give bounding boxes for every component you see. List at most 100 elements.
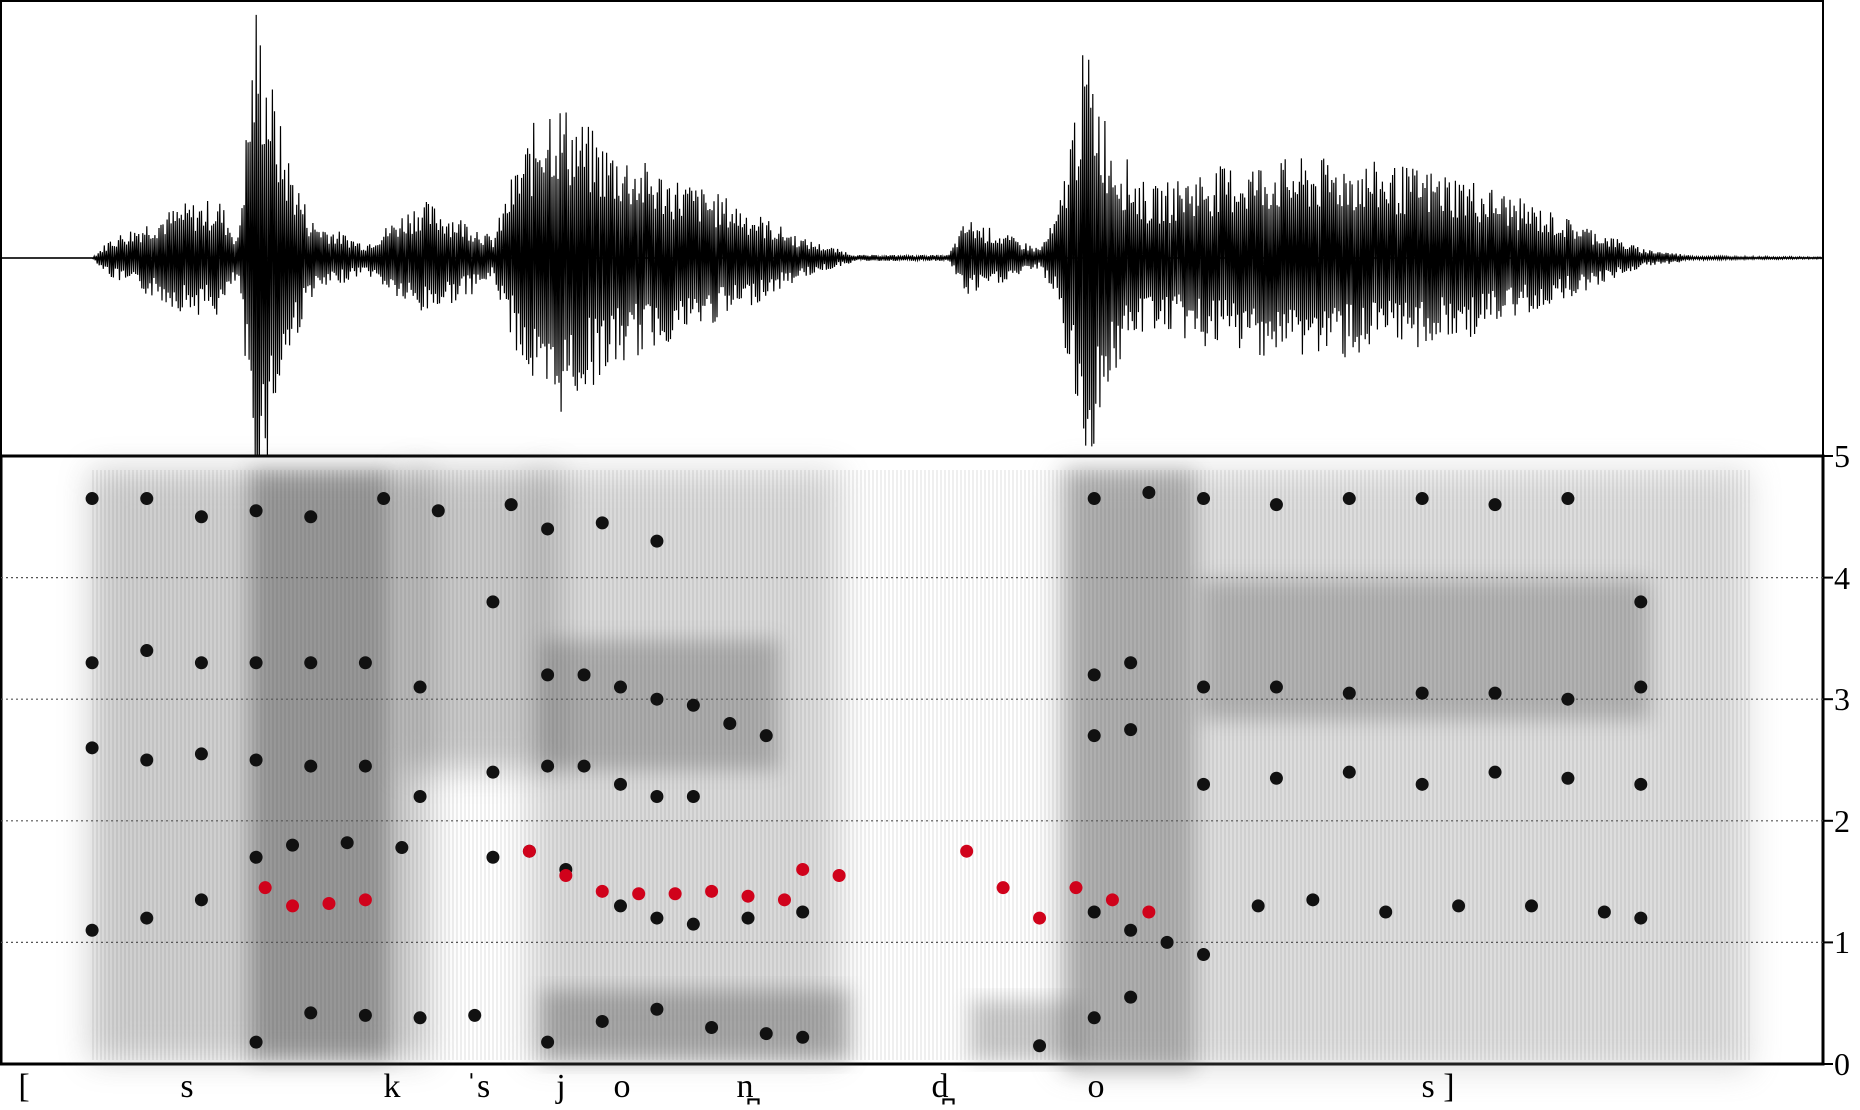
formant-track-points <box>85 485 1648 1053</box>
formant-point-f3-8 <box>541 668 555 682</box>
formant-point-f2-2 <box>194 893 208 907</box>
formant-point-f2-19 <box>1251 899 1265 913</box>
formant-point-f3-2 <box>194 747 208 761</box>
formant-point-f5-13 <box>1197 492 1211 506</box>
formant-point-f4-13 <box>1087 668 1101 682</box>
segment-o-second: o <box>1087 1068 1105 1105</box>
formant-point-f4-18 <box>1415 686 1429 700</box>
formant-point-f3-10 <box>613 680 627 694</box>
formant-point-f5-4 <box>304 510 318 524</box>
formant-point-f1-1 <box>304 1006 318 1020</box>
formant-point-f2-16 <box>1124 923 1138 937</box>
pitch-point-5 <box>559 869 573 883</box>
pitch-point-12 <box>796 862 810 876</box>
formant-point-f2-21 <box>1379 905 1393 919</box>
pitch-point-15 <box>996 881 1010 895</box>
formant-point-f2-24 <box>1597 905 1611 919</box>
formant-point-f5-11 <box>1087 492 1101 506</box>
pitch-point-18 <box>1105 893 1119 907</box>
formant-point-f1-3 <box>413 1011 427 1025</box>
formant-point-f1-10 <box>796 1030 810 1044</box>
formant-point-f4-14 <box>1124 656 1138 670</box>
y-tick-label-4: 4 <box>1834 559 1850 596</box>
segment-stressed-s: ˈs <box>465 1068 491 1105</box>
formant-point-f5-19 <box>1634 595 1648 609</box>
pitch-point-4 <box>522 844 536 858</box>
formant-point-f3-19 <box>1342 765 1356 779</box>
formant-point-f3-14 <box>759 729 773 743</box>
formant-point-f5-17 <box>1488 498 1502 512</box>
pitch-point-13 <box>832 869 846 883</box>
formant-point-f4-15 <box>1197 680 1211 694</box>
formant-point-f4-3 <box>249 656 263 670</box>
formant-point-f3-0 <box>85 741 99 755</box>
formant-point-f2-3 <box>249 850 263 864</box>
formant-point-f3-6 <box>413 789 427 803</box>
formant-point-f4-4 <box>304 656 318 670</box>
spectrogram-panel <box>0 454 1833 1070</box>
formant-point-f2-22 <box>1452 899 1466 913</box>
formant-point-f2-4 <box>286 838 300 852</box>
formant-point-f2-1 <box>140 911 154 925</box>
formant-point-f5-3 <box>249 504 263 518</box>
formant-point-f3-13 <box>723 717 737 731</box>
formant-point-f3-1 <box>140 753 154 767</box>
formant-point-f4-20 <box>1561 692 1575 706</box>
formant-point-f3-16 <box>1124 723 1138 737</box>
segment-open-bracket: [ <box>18 1068 30 1105</box>
formant-point-f1-11 <box>1033 1039 1047 1053</box>
formant-point-f5-14 <box>1269 498 1283 512</box>
pitch-point-2 <box>322 896 336 910</box>
segment-n-dental: n̪ <box>736 1068 754 1105</box>
formant-point-f2-17 <box>1160 935 1174 949</box>
formant-point-f1-7 <box>650 1002 664 1016</box>
formant-point-f1-4 <box>468 1008 482 1022</box>
formant-point-f3-3 <box>249 753 263 767</box>
formant-point-f4-1 <box>140 644 154 658</box>
formant-point-f5-15 <box>1342 492 1356 506</box>
formant-point-f2-25 <box>1634 911 1648 925</box>
formant-point-f3-21 <box>1488 765 1502 779</box>
segment-k: k <box>383 1068 401 1105</box>
formant-point-f3-17 <box>1197 777 1211 791</box>
formant-point-f2-14 <box>796 905 810 919</box>
formant-point-f2-12 <box>686 917 700 931</box>
formant-point-f3-22 <box>1561 771 1575 785</box>
formant-point-f3-18 <box>1269 771 1283 785</box>
formant-point-f4-5 <box>358 656 372 670</box>
pitch-point-8 <box>668 887 682 901</box>
formant-point-f2-15 <box>1087 905 1101 919</box>
formant-point-f4-7 <box>486 595 500 609</box>
formant-point-f4-10 <box>613 777 627 791</box>
formant-point-f5-7 <box>504 498 518 512</box>
formant-point-f1-5 <box>541 1035 555 1049</box>
formant-point-f3-4 <box>304 759 318 773</box>
formant-point-f2-20 <box>1306 893 1320 907</box>
segment-s-close-bracket: s ] <box>1421 1068 1455 1105</box>
formant-point-f5-12 <box>1142 485 1156 499</box>
formant-point-f2-6 <box>395 841 409 855</box>
formant-point-f3-5 <box>358 759 372 773</box>
formant-point-f5-6 <box>431 504 445 518</box>
formant-point-f5-18 <box>1561 492 1575 506</box>
formant-point-f4-0 <box>85 656 99 670</box>
formant-point-f3-15 <box>1087 729 1101 743</box>
formant-point-f4-6 <box>413 680 427 694</box>
waveform-trace <box>1 14 1824 505</box>
segment-j: j <box>556 1068 566 1105</box>
formant-point-f3-20 <box>1415 777 1429 791</box>
formant-point-f2-11 <box>650 911 664 925</box>
pitch-point-0 <box>258 881 272 895</box>
formant-point-f1-13 <box>1124 990 1138 1004</box>
formant-point-f2-10 <box>613 899 627 913</box>
pitch-point-9 <box>705 884 719 898</box>
formant-point-f5-0 <box>85 492 99 506</box>
formant-point-f3-23 <box>1634 777 1648 791</box>
pitch-point-10 <box>741 889 755 903</box>
pitch-point-11 <box>777 893 791 907</box>
waveform-panel <box>0 0 1824 505</box>
frequency-gridlines <box>1 576 1823 944</box>
formant-point-f3-11 <box>650 692 664 706</box>
formant-point-f2-18 <box>1197 948 1211 962</box>
formant-point-f5-10 <box>650 534 664 548</box>
